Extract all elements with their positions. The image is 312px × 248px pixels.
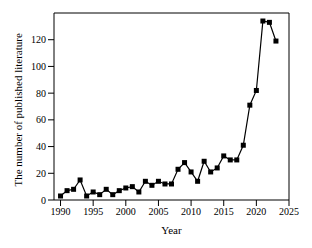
svg-text:60: 60 xyxy=(36,114,46,125)
svg-text:The number of published litera: The number of published literature xyxy=(12,33,24,186)
svg-text:2005: 2005 xyxy=(148,206,168,217)
svg-text:2000: 2000 xyxy=(116,206,136,217)
svg-text:Year: Year xyxy=(161,224,182,236)
svg-text:2010: 2010 xyxy=(181,206,201,217)
svg-text:2025: 2025 xyxy=(279,206,299,217)
svg-text:40: 40 xyxy=(36,141,46,152)
svg-text:1995: 1995 xyxy=(83,206,103,217)
svg-text:120: 120 xyxy=(31,34,46,45)
svg-text:80: 80 xyxy=(36,88,46,99)
svg-text:0: 0 xyxy=(41,195,46,206)
svg-text:100: 100 xyxy=(31,61,46,72)
svg-text:1990: 1990 xyxy=(51,206,71,217)
svg-text:20: 20 xyxy=(36,168,46,179)
svg-text:2020: 2020 xyxy=(246,206,266,217)
svg-text:2015: 2015 xyxy=(214,206,234,217)
